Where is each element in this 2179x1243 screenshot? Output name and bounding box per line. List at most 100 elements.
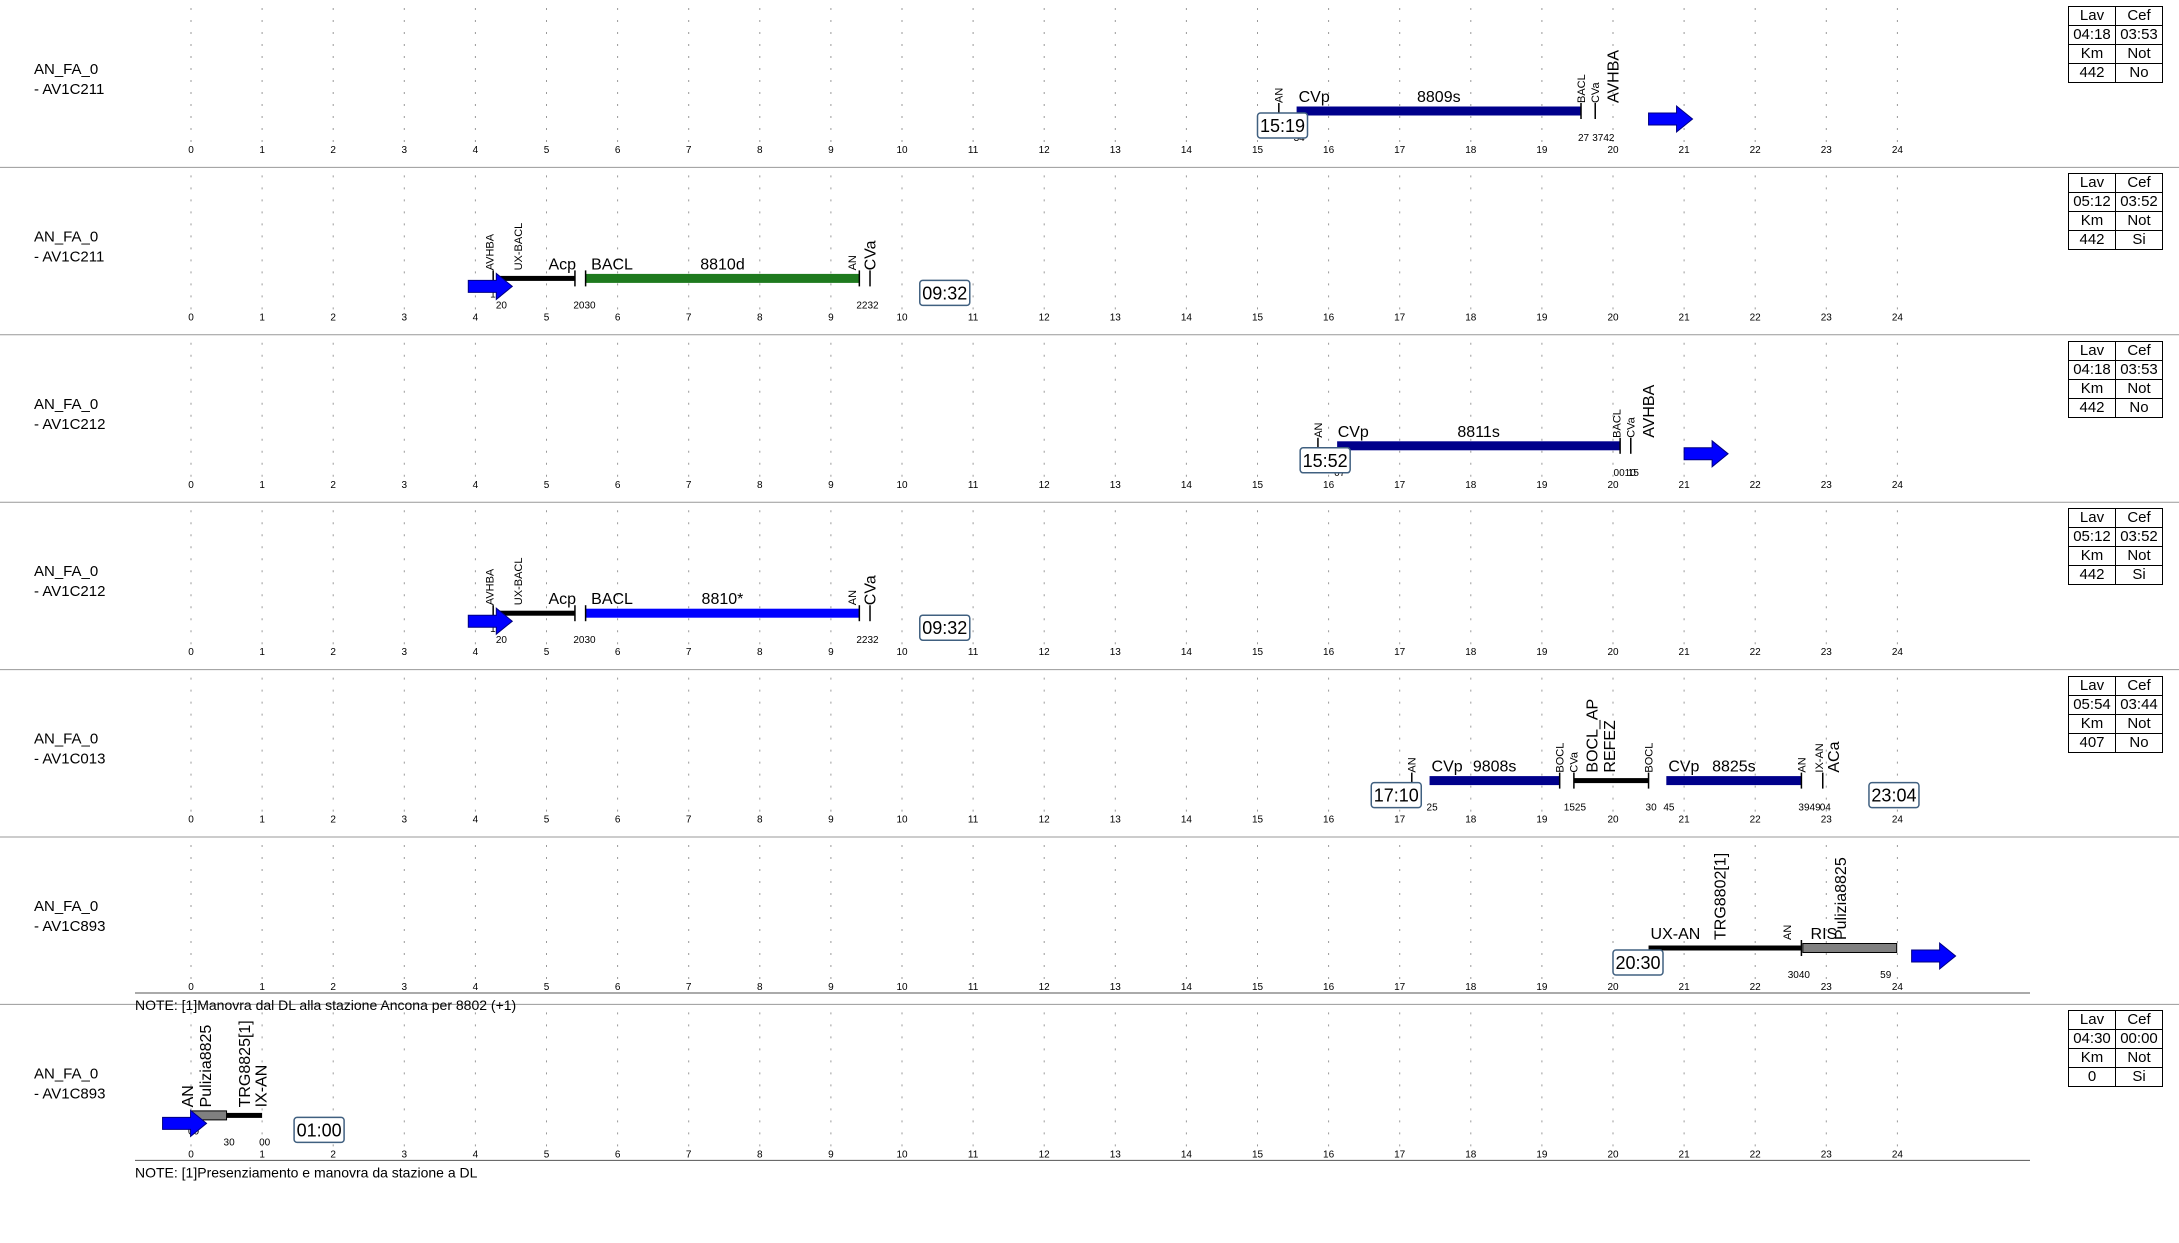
hour-tick-label: 12	[1039, 480, 1051, 491]
time-box-text: 17:10	[1374, 786, 1419, 806]
minute-label: 27	[1578, 133, 1590, 144]
segment-bar	[1337, 441, 1621, 451]
summary-cell: 05:12	[2068, 192, 2116, 213]
hour-tick-label: 12	[1039, 1149, 1051, 1160]
direction-arrow-icon	[467, 607, 514, 636]
summary-cell: 442	[2068, 565, 2116, 586]
summary-cell: Not	[2115, 378, 2163, 399]
time-box	[1299, 447, 1351, 474]
direction-arrow-icon	[162, 1109, 208, 1138]
hour-tick-label: 17	[1394, 815, 1406, 826]
station-label-vertical: UX-BACL	[513, 558, 525, 606]
hour-tick-label: 1	[259, 312, 265, 323]
time-box	[919, 614, 971, 641]
hour-tick-label: 1	[259, 815, 265, 826]
panel-label-line2: - AV1C013	[34, 751, 105, 768]
summary-cell: Km	[2068, 546, 2116, 567]
hour-tick-label: 14	[1181, 312, 1193, 323]
hour-tick-label: 4	[473, 1149, 479, 1160]
hour-tick-label: 10	[896, 480, 908, 491]
hour-tick-label: 2	[330, 145, 336, 156]
time-box-text: 01:00	[297, 1120, 342, 1140]
hour-tick-label: 6	[615, 647, 621, 658]
hour-tick-label: 9	[828, 145, 834, 156]
hour-tick-label: 16	[1323, 1149, 1335, 1160]
summary-cell: Si	[2115, 565, 2163, 586]
summary-cell: Cef	[2115, 6, 2163, 26]
station-label-vertical: IX-AN	[1814, 743, 1826, 772]
hour-tick-label: 16	[1323, 815, 1335, 826]
summary-cell: 05:54	[2068, 694, 2116, 715]
hour-tick-label: 23	[1821, 312, 1833, 323]
hour-tick-label: 22	[1750, 647, 1762, 658]
station-label-vertical: AN	[1796, 757, 1808, 772]
hour-tick-label: 13	[1110, 480, 1122, 491]
hour-tick-label: 15	[1252, 145, 1264, 156]
summary-cell: 00:00	[2115, 1029, 2163, 1050]
minute-label: 3040	[1788, 970, 1811, 981]
hour-tick-label: 13	[1110, 815, 1122, 826]
station-label-vertical: Pulizia8825	[198, 1025, 215, 1108]
hour-tick-label: 18	[1465, 815, 1477, 826]
hour-tick-label: 0	[188, 312, 194, 323]
hour-tick-label: 21	[1679, 145, 1691, 156]
hour-tick-label: 13	[1110, 312, 1122, 323]
panel-6: 0 1 2 3 4 5 6 7 8 9 10 11 12 13 14 15 16 17 18 19 20 21 22 23 24…	[34, 1012, 2030, 1180]
hour-tick-label: 4	[473, 480, 479, 491]
panel-label-line2: - AV1C212	[34, 416, 105, 433]
summary-cell: Km	[2068, 211, 2116, 232]
hour-tick-label: 15	[1252, 1149, 1264, 1160]
hour-tick-label: 8	[757, 815, 763, 826]
hour-tick-label: 10	[896, 982, 908, 993]
hour-tick-label: 18	[1465, 480, 1477, 491]
panel-2: 0 1 2 3 4 5 6 7 8 9 10 11 12 13 14 15 16 17 18 19 20 21 22 23 24…	[0, 342, 2179, 503]
hour-tick-label: 2	[330, 312, 336, 323]
station-label-vertical: AN	[847, 590, 859, 605]
station-label: Acp	[549, 256, 577, 273]
station-label-vertical: BOCL	[1555, 743, 1567, 773]
hour-tick-label: 5	[544, 145, 550, 156]
hour-tick-label: 10	[896, 312, 908, 323]
station-label-vertical: CVa	[863, 240, 880, 270]
hour-tick-label: 22	[1750, 480, 1762, 491]
hour-tick-label: 0	[188, 480, 194, 491]
station-label: RIS	[1811, 926, 1838, 943]
summary-cell: Not	[2115, 713, 2163, 734]
summary-table: Lav Cef 05:12 03:52 Km Not 442 Si	[2068, 508, 2163, 586]
summary-table: Lav Cef 04:18 03:53 Km Not 442 No	[2068, 340, 2163, 418]
summary-cell: Not	[2115, 546, 2163, 567]
summary-cell: Lav	[2068, 173, 2116, 194]
summary-cell: Km	[2068, 378, 2116, 399]
hour-tick-label: 14	[1181, 815, 1193, 826]
segment-bar	[585, 273, 860, 283]
panel-label-line1: AN_FA_0	[34, 898, 98, 915]
segment-bar	[498, 275, 575, 281]
hour-tick-label: 14	[1181, 1149, 1193, 1160]
hour-tick-label: 1	[259, 145, 265, 156]
hour-tick-label: 21	[1679, 815, 1691, 826]
summary-cell: Cef	[2115, 508, 2163, 529]
hour-tick-label: 20	[1607, 145, 1619, 156]
hour-tick-label: 11	[968, 815, 979, 826]
minute-label: 20	[496, 635, 508, 646]
hour-tick-label: 23	[1821, 815, 1833, 826]
hour-tick-label: 17	[1394, 982, 1406, 993]
hour-tick-label: 20	[1607, 815, 1619, 826]
end-time-box	[1868, 781, 1920, 809]
summary-cell: 05:12	[2068, 527, 2116, 548]
direction-arrow-icon	[467, 272, 514, 301]
summary-cell: Si	[2115, 1067, 2163, 1088]
time-box-text: 09:32	[922, 618, 967, 638]
hour-tick-label: 0	[188, 647, 194, 658]
hour-tick-label: 5	[544, 982, 550, 993]
minute-label: 25	[1427, 803, 1439, 814]
hour-tick-label: 21	[1679, 982, 1691, 993]
minute-label: 45	[1663, 803, 1675, 814]
minute-label: 2030	[573, 635, 596, 646]
segment-bar	[585, 608, 860, 618]
station-label-vertical: BACL	[1611, 409, 1623, 438]
hour-tick-label: 5	[544, 647, 550, 658]
panel-5: 0 1 2 3 4 5 6 7 8 9 10 11 12 13 14 15 16 17 18 19 20 21 22 23 24…	[0, 845, 2179, 1013]
summary-cell: Not	[2115, 1048, 2163, 1069]
